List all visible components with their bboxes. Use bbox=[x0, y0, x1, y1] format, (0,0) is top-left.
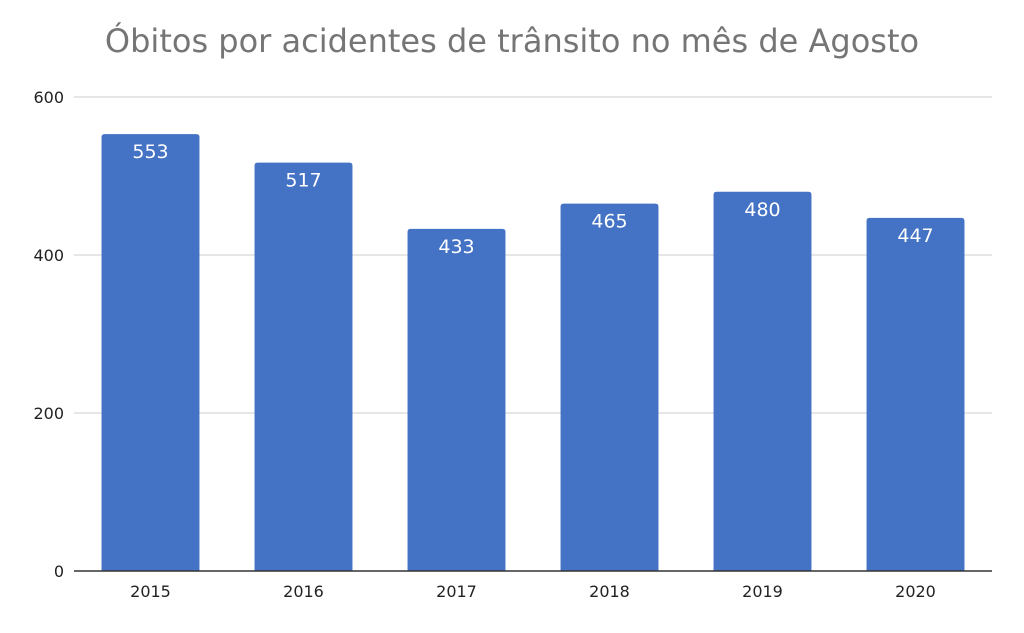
bar-2019 bbox=[713, 191, 812, 572]
data-labels: 553 517 433 465 480 447 bbox=[132, 141, 933, 258]
y-tick-label: 400 bbox=[33, 246, 64, 265]
y-tick-label: 200 bbox=[33, 404, 64, 423]
x-tick-label: 2016 bbox=[283, 582, 324, 601]
grid-lines bbox=[74, 96, 992, 414]
y-tick-label: 0 bbox=[54, 562, 64, 581]
x-tick-label: 2018 bbox=[589, 582, 630, 601]
bar-2017 bbox=[407, 228, 506, 571]
data-label-2017: 433 bbox=[438, 236, 474, 258]
x-tick-label: 2015 bbox=[130, 582, 171, 601]
data-label-2018: 465 bbox=[591, 211, 627, 233]
bar-2015 bbox=[101, 134, 200, 571]
data-label-2019: 480 bbox=[744, 199, 780, 221]
bars bbox=[101, 134, 965, 572]
data-label-2016: 517 bbox=[285, 170, 321, 192]
chart-title: Óbitos por acidentes de trânsito no mês … bbox=[104, 22, 920, 60]
bar-2018 bbox=[560, 203, 659, 571]
y-tick-label: 600 bbox=[33, 88, 64, 107]
bar-2020 bbox=[866, 217, 965, 571]
data-label-2015: 553 bbox=[132, 141, 168, 163]
x-tick-label: 2017 bbox=[436, 582, 477, 601]
data-label-2020: 447 bbox=[897, 225, 933, 247]
x-tick-label: 2020 bbox=[895, 582, 936, 601]
axes: 0 200 400 600 2015 2016 2017 2018 2019 2020 bbox=[33, 88, 992, 601]
x-tick-label: 2019 bbox=[742, 582, 783, 601]
bar-2016 bbox=[254, 162, 353, 571]
